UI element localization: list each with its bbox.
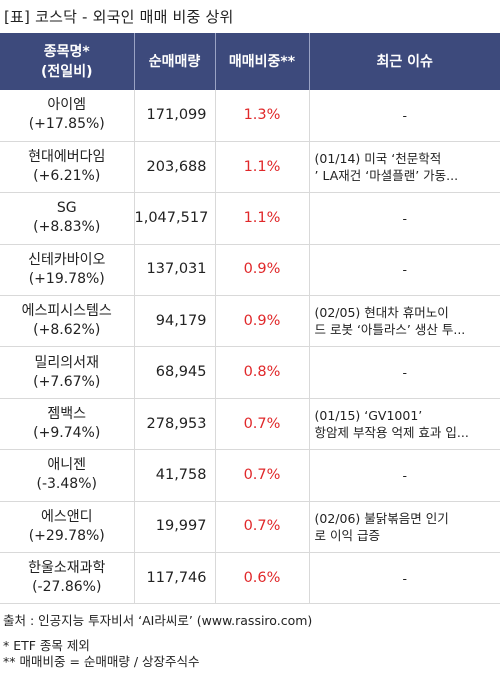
recent-issue-cell: (02/05) 현대차 휴머노이 드 로봇 ‘아틀라스’ 생산 투... — [309, 295, 500, 348]
foreign-trading-table: 종목명* (전일비) 순매매량 매매비중** 최근 이슈 아이엠 (+17.85%… — [0, 33, 500, 605]
recent-issue-line2: ’ LA재건 ‘마셜플랜’ 가동... — [314, 168, 459, 184]
recent-issue-cell: - — [309, 90, 500, 142]
trade-ratio-cell: 0.8% — [215, 346, 310, 399]
stock-change: (-3.48%) — [36, 476, 97, 493]
recent-issue-line2: 드 로봇 ‘아틀라스’ 생산 투... — [314, 322, 466, 338]
recent-issue-cell: - — [309, 346, 500, 399]
recent-issue-cell: - — [309, 552, 500, 605]
net-volume-cell: 203,688 — [134, 141, 216, 194]
trade-ratio-cell: 0.9% — [215, 244, 310, 297]
recent-issue-line1: - — [402, 365, 407, 381]
trade-ratio-cell: 0.7% — [215, 449, 310, 502]
recent-issue-line2: 로 이익 급증 — [314, 527, 380, 543]
column-header-ratio: 매매비중** — [215, 33, 310, 90]
table-row: 아이엠 (+17.85%) 171,099 1.3% - — [0, 90, 500, 142]
trade-ratio-cell: 1.1% — [215, 141, 310, 194]
trade-ratio-cell: 0.7% — [215, 398, 310, 451]
stock-change: (+7.67%) — [33, 373, 101, 390]
table-row: 밀리의서재 (+7.67%) 68,945 0.8% - — [0, 346, 500, 399]
stock-change: (+9.74%) — [33, 425, 101, 442]
stock-name-cell: 신테카바이오 (+19.78%) — [0, 244, 135, 297]
stock-name-cell: 젬백스 (+9.74%) — [0, 398, 135, 451]
table-row: 신테카바이오 (+19.78%) 137,031 0.9% - — [0, 244, 500, 297]
stock-change: (+17.85%) — [28, 116, 105, 133]
stock-change: (+8.83%) — [33, 219, 101, 236]
trade-ratio-cell: 0.7% — [215, 501, 310, 554]
net-volume-cell: 68,945 — [134, 346, 216, 399]
recent-issue-line2: 항암제 부작용 억제 효과 입... — [314, 425, 469, 441]
table-row: 젬백스 (+9.74%) 278,953 0.7% (01/15) ‘GV1001’ 항암… — [0, 398, 500, 451]
recent-issue-cell: (01/14) 미국 ‘천문학적’ LA재건 ‘마셜플랜’ 가동... — [309, 141, 500, 194]
net-volume-cell: 41,758 — [134, 449, 216, 502]
net-volume-cell: 1,047,517 — [134, 192, 216, 245]
net-volume-cell: 278,953 — [134, 398, 216, 451]
table-header-row: 종목명* (전일비) 순매매량 매매비중** 최근 이슈 — [0, 33, 500, 90]
net-volume-cell: 117,746 — [134, 552, 216, 605]
table-body: 아이엠 (+17.85%) 171,099 1.3% - 현대에버다임 (+6.21%) 20… — [0, 90, 500, 605]
stock-name: 현대에버다임 — [28, 149, 106, 166]
recent-issue-cell: (02/06) 불닭볶음면 인기 로 이익 급증 — [309, 501, 500, 554]
stock-name-cell: 현대에버다임 (+6.21%) — [0, 141, 135, 194]
source-note: 출처 : 인공지능 투자비서 ‘AI라씨로’ (www.rassiro.com) — [3, 613, 313, 628]
table-row: 한울소재과학 (-27.86%) 117,746 0.6% - — [0, 552, 500, 605]
column-header-name: 종목명* (전일비) — [0, 33, 135, 90]
trade-ratio-cell: 0.9% — [215, 295, 310, 348]
recent-issue-line1: - — [402, 107, 407, 123]
trade-ratio-cell: 1.3% — [215, 90, 310, 142]
stock-name-cell: 에스피시스템스 (+8.62%) — [0, 295, 135, 348]
net-volume-cell: 19,997 — [134, 501, 216, 554]
recent-issue-line1: - — [402, 210, 407, 226]
column-header-name-line2: (전일비) — [41, 63, 93, 80]
recent-issue-line1: (01/15) ‘GV1001’ — [314, 408, 423, 424]
table-row: 에스앤디 (+29.78%) 19,997 0.7% (02/06) 불닭볶음면 인기 로… — [0, 501, 500, 554]
stock-name-cell: 밀리의서재 (+7.67%) — [0, 346, 135, 399]
table-row: 에스피시스템스 (+8.62%) 94,179 0.9% (02/05) 현대차 휴머노… — [0, 295, 500, 348]
footnote-ratio: ** 매매비중 = 순매매량 / 상장주식수 — [3, 654, 200, 669]
page-title: [표] 코스닥 - 외국인 매매 비중 상위 — [4, 8, 234, 26]
trade-ratio-cell: 1.1% — [215, 192, 310, 245]
stock-name: SG — [56, 200, 77, 217]
net-volume-cell: 171,099 — [134, 90, 216, 142]
stock-change: (+29.78%) — [28, 527, 105, 544]
stock-name-cell: 에스앤디 (+29.78%) — [0, 501, 135, 554]
footnote-etf: * ETF 종목 제외 — [3, 638, 90, 653]
stock-name-cell: 아이엠 (+17.85%) — [0, 90, 135, 142]
recent-issue-cell: - — [309, 449, 500, 502]
recent-issue-line1: (02/06) 불닭볶음면 인기 — [314, 510, 449, 526]
stock-name-cell: 한울소재과학 (-27.86%) — [0, 552, 135, 605]
trade-ratio-cell: 0.6% — [215, 552, 310, 605]
stock-name: 에스피시스템스 — [21, 303, 112, 320]
recent-issue-line1: - — [402, 570, 407, 586]
stock-name: 한울소재과학 — [28, 560, 106, 577]
recent-issue-cell: - — [309, 244, 500, 297]
stock-change: (+8.62%) — [33, 322, 101, 339]
recent-issue-cell: (01/15) ‘GV1001’ 항암제 부작용 억제 효과 입... — [309, 398, 500, 451]
stock-name: 신테카바이오 — [28, 251, 106, 268]
recent-issue-line1: - — [402, 262, 407, 278]
stock-name-cell: 애니젠 (-3.48%) — [0, 449, 135, 502]
stock-name: 밀리의서재 — [34, 354, 99, 371]
recent-issue-line1: (02/05) 현대차 휴머노이 — [314, 305, 449, 321]
stock-name: 아이엠 — [47, 97, 87, 114]
net-volume-cell: 137,031 — [134, 244, 216, 297]
recent-issue-cell: - — [309, 192, 500, 245]
stock-name: 애니젠 — [47, 457, 87, 474]
stock-name: 젬백스 — [47, 406, 87, 423]
net-volume-cell: 94,179 — [134, 295, 216, 348]
column-header-volume: 순매매량 — [134, 33, 216, 90]
stock-name-cell: SG (+8.83%) — [0, 192, 135, 245]
column-header-issue: 최근 이슈 — [309, 33, 500, 90]
recent-issue-line1: - — [402, 467, 407, 483]
stock-change: (+19.78%) — [28, 270, 105, 287]
table-row: SG (+8.83%) 1,047,517 1.1% - — [0, 192, 500, 245]
table-row: 애니젠 (-3.48%) 41,758 0.7% - — [0, 449, 500, 502]
stock-change: (+6.21%) — [33, 168, 101, 185]
recent-issue-line1: (01/14) 미국 ‘천문학적 — [314, 151, 442, 167]
stock-name: 에스앤디 — [40, 508, 93, 525]
table-row: 현대에버다임 (+6.21%) 203,688 1.1% (01/14) 미국 ‘천문학… — [0, 141, 500, 194]
stock-change: (-27.86%) — [32, 579, 102, 596]
column-header-name-line1: 종목명* — [43, 43, 90, 60]
